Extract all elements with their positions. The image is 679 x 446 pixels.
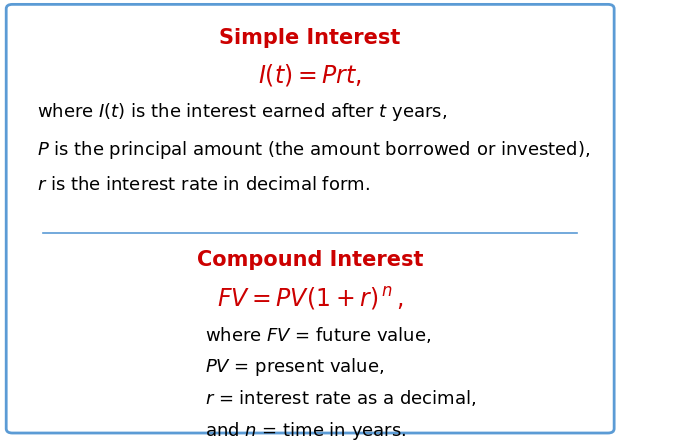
- Text: $r$ is the interest rate in decimal form.: $r$ is the interest rate in decimal form…: [37, 176, 370, 194]
- Text: $I(t) = Prt,$: $I(t) = Prt,$: [258, 62, 362, 88]
- Text: $P$ is the principal amount (the amount borrowed or invested),: $P$ is the principal amount (the amount …: [37, 139, 591, 161]
- Text: $PV$ = present value,: $PV$ = present value,: [204, 356, 384, 379]
- Text: $r$ = interest rate as a decimal,: $r$ = interest rate as a decimal,: [204, 388, 476, 409]
- Text: and $n$ = time in years.: and $n$ = time in years.: [204, 420, 406, 442]
- Text: Simple Interest: Simple Interest: [219, 29, 401, 49]
- FancyBboxPatch shape: [6, 4, 614, 433]
- Text: $FV = PV(1 + r)^{\,n}\,,$: $FV = PV(1 + r)^{\,n}\,,$: [217, 285, 403, 312]
- Text: where $I(t)$ is the interest earned after $t$ years,: where $I(t)$ is the interest earned afte…: [37, 102, 447, 124]
- Text: where $FV$ = future value,: where $FV$ = future value,: [204, 325, 431, 345]
- Text: Compound Interest: Compound Interest: [197, 250, 424, 270]
